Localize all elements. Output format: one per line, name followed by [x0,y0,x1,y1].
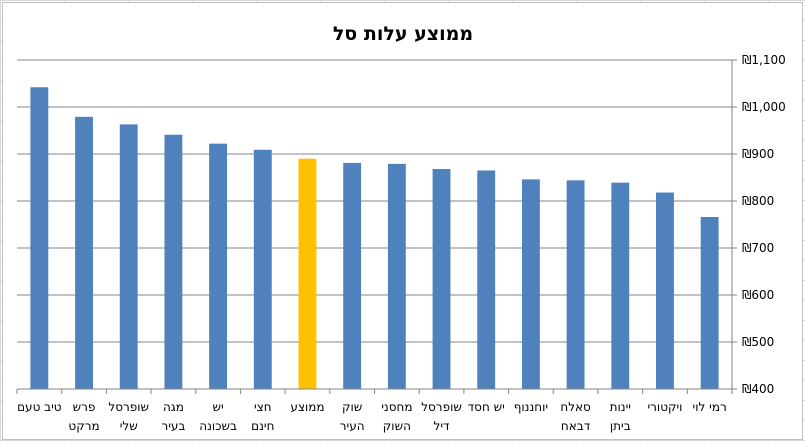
x-tick-label: יינות ביתן [610,400,631,433]
bar [75,116,93,390]
y-tick-label: ₪500 [742,335,774,349]
x-tick-label: יש חסד [468,400,505,414]
bar [30,87,49,389]
bar [477,170,496,389]
y-tick-label: ₪1,000 [742,100,786,114]
x-tick-label: סאלח דבאח [560,400,591,433]
x-tick-label: מגה בעיר [161,400,185,433]
x-tick-label: רמי לוי [693,400,727,414]
axes: ₪400 ₪500 ₪600 ₪700 ₪800 ₪900 ₪1,000 ₪1,100 [16,53,786,396]
bar [521,179,540,389]
y-tick-label: ₪400 [742,382,774,396]
bar [611,182,630,389]
bar [656,192,674,389]
x-tick-label: טיב טעם [17,400,62,414]
y-tick-label: ₪700 [742,241,774,255]
bar [387,163,406,389]
bar [253,149,272,389]
x-tick-label: ויקטורי [647,400,682,414]
bars [30,87,719,390]
x-tick-label: חצי חינם [251,400,274,433]
bar [209,143,228,389]
y-tick-label: ₪900 [742,147,774,161]
x-tick-label: יוחננוף [514,400,548,414]
y-tick-label: ₪800 [742,194,774,208]
x-tick-label: מחסני השוק [381,400,412,433]
bar [164,134,183,389]
x-tick-label: שוק העיר [340,400,365,433]
bar [298,158,317,389]
x-tick-label: שופרסל שלי [108,400,149,433]
x-tick-label: פרש מרקט [68,400,99,433]
bar [566,180,585,389]
x-tick-label: שופרסל דיל [421,400,462,433]
y-tick-label: ₪1,100 [742,53,786,67]
x-tick-label: יש בשכונה [199,400,237,433]
bar [119,124,138,389]
chart-title: ממוצע עלות סל [333,23,473,45]
bar [700,216,719,389]
category-labels: טיב טעם פרש מרקט שופרסל שלי מגה בעיר יש בשכונה חצ… [17,400,727,433]
bar [343,162,362,389]
x-tick-label: ממוצע [290,400,324,414]
bar [432,169,451,389]
bar-chart: ממוצע עלות סל ₪400 ₪500 ₪600 ₪700 ₪800 ₪900 ₪1… [16,23,786,433]
y-tick-label: ₪600 [742,288,774,302]
